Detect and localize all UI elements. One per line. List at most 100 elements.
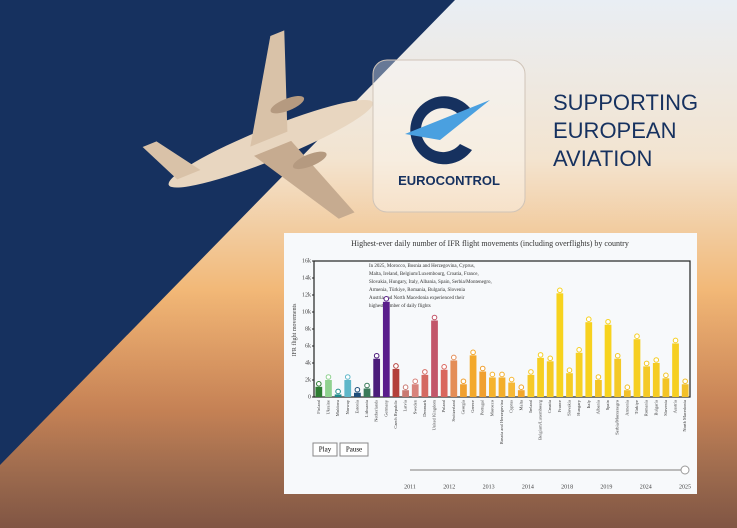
slogan-line: EUROPEAN: [553, 118, 676, 143]
x-tick-label: Romania: [644, 400, 649, 416]
bar: [614, 358, 622, 397]
flag-marker: [460, 378, 467, 385]
bar: [556, 293, 564, 397]
x-tick-label: Cyprus: [509, 400, 514, 413]
bar: [315, 386, 323, 397]
annotation-line: highest number of daily flights: [369, 304, 431, 309]
x-tick-label: Bosnia and Herzegovina: [499, 400, 504, 444]
x-tick-label: Czech Republic: [393, 400, 398, 429]
flag-marker: [663, 372, 669, 379]
x-tick-label: Slovakia: [567, 400, 572, 416]
timeline-handle[interactable]: [680, 465, 690, 475]
annotation-line: In 2025, Morocco, Bosnia and Herzegovina…: [369, 264, 475, 269]
logo-mark: [405, 96, 490, 165]
timeline-year: 2019: [600, 484, 612, 490]
flag-marker: [585, 316, 592, 323]
bar: [488, 377, 496, 397]
flag-marker: [557, 287, 563, 294]
chart-title: Highest-ever daily number of IFR flight …: [351, 239, 629, 248]
x-tick-label: Finland: [316, 399, 321, 414]
bar: [595, 380, 602, 397]
flag-marker: [528, 369, 534, 375]
x-tick-label: Slovenia: [663, 400, 668, 416]
bar: [604, 324, 612, 397]
flag-marker: [634, 333, 640, 340]
x-tick-label: Norway: [345, 399, 350, 414]
pause-button[interactable]: [339, 442, 369, 457]
y-tick-label: 10k: [302, 309, 311, 315]
bar: [585, 322, 593, 397]
bar: [402, 390, 409, 397]
timeline-year: 2011: [404, 484, 416, 490]
flag-marker: [595, 374, 602, 380]
play-label[interactable]: Play: [319, 446, 332, 454]
flag-marker: [431, 314, 438, 321]
x-tick-label: Italy: [586, 399, 591, 408]
bar: [662, 378, 670, 397]
flag-marker: [383, 296, 390, 302]
x-tick-label: Netherlands: [374, 400, 379, 422]
x-tick-label: Sweden: [412, 399, 417, 414]
x-tick-label: Portugal: [480, 399, 485, 415]
y-tick-label: 12k: [302, 292, 311, 298]
bar: [334, 394, 342, 397]
x-tick-label: Ukraine: [325, 400, 330, 415]
flag-marker: [479, 365, 486, 372]
annotation-line: Malta, Ireland, Belgium/Luxembourg, Croa…: [369, 272, 479, 277]
x-tick-label: Latvia: [403, 400, 408, 412]
y-tick-label: 4k: [305, 360, 311, 366]
bar: [460, 384, 467, 397]
y-tick-label: 0: [308, 394, 311, 400]
bar: [681, 384, 689, 397]
y-tick-label: 14k: [302, 275, 311, 281]
flag-marker: [393, 363, 399, 369]
flag-marker: [605, 318, 611, 325]
x-tick-label: North Macedonia: [682, 400, 687, 432]
bar: [450, 360, 458, 397]
x-tick-label: United Kingdom: [432, 400, 437, 431]
bar: [421, 374, 429, 397]
pause-label[interactable]: Pause: [346, 446, 362, 454]
bar: [566, 373, 573, 397]
flag-marker: [576, 347, 582, 353]
x-tick-label: Türkiye: [634, 400, 639, 414]
bar: [517, 390, 525, 397]
airplane: [142, 30, 373, 219]
bar: [623, 390, 631, 397]
y-tick-label: 6k: [305, 343, 311, 349]
annotation-line: Armenia, Türkiye, Romania, Bulgaria, Slo…: [369, 288, 466, 293]
flag-marker: [672, 337, 679, 344]
flag-marker: [624, 384, 631, 391]
bar: [411, 384, 419, 397]
flag-marker: [537, 352, 544, 358]
flag-marker: [653, 357, 660, 363]
bar: [643, 366, 650, 397]
bar: [325, 380, 332, 397]
play-button[interactable]: [312, 442, 338, 457]
bar: [652, 363, 660, 397]
flag-marker: [325, 374, 332, 380]
x-tick-label: Austria: [673, 400, 678, 413]
y-tick-label: 8k: [305, 326, 311, 332]
flag-marker: [335, 388, 341, 395]
flag-marker: [518, 384, 525, 391]
bar: [440, 369, 448, 397]
x-tick-label: France: [557, 400, 562, 412]
flag-marker: [344, 374, 351, 380]
x-tick-label: Germany: [383, 399, 388, 416]
flag-marker: [499, 371, 505, 378]
x-tick-label: Lithuania: [364, 400, 369, 417]
flag-marker: [682, 378, 688, 385]
bar: [498, 377, 506, 397]
flag-marker: [614, 352, 621, 359]
flag-marker: [643, 360, 650, 367]
bar: [431, 320, 438, 397]
bar: [344, 380, 352, 397]
annotation-line: Austria and North Macedonia experienced …: [369, 296, 465, 301]
x-tick-label: Hungary: [576, 399, 581, 415]
x-tick-label: Armenia: [624, 400, 629, 416]
flag-marker: [316, 381, 322, 387]
flag-marker: [412, 378, 419, 385]
